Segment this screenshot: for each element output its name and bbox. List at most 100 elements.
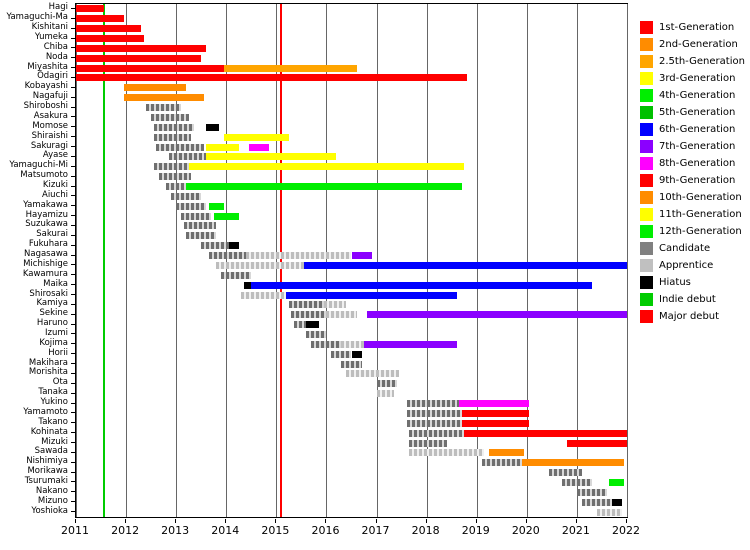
timeline-bar: [346, 370, 400, 378]
8th-generation-swatch: [640, 157, 653, 170]
timeline-bar: [176, 202, 207, 210]
legend-label: 2nd-Generation: [659, 39, 738, 50]
timeline-bar: [213, 212, 239, 220]
row-label: Tsurumaki: [24, 475, 68, 486]
y-axis-tick: [71, 47, 75, 49]
timeline-bar: [208, 252, 247, 260]
x-axis-tick: [575, 519, 577, 523]
2nd-generation-swatch: [640, 38, 653, 51]
x-axis-tick-label: 2014: [211, 524, 240, 537]
row-label: Izumi: [45, 327, 68, 338]
5th-generation-swatch: [640, 106, 653, 119]
timeline-bar: [76, 35, 144, 43]
timeline-bar: [489, 449, 525, 457]
row-label: Shiroboshi: [23, 101, 68, 112]
y-axis-tick: [71, 76, 75, 78]
row-label: Asakura: [33, 110, 68, 121]
timeline-bar: [216, 261, 304, 269]
x-axis-tick-label: 2017: [361, 524, 390, 537]
legend-label: 5th-Generation: [659, 107, 736, 118]
legend-item: Major debut: [640, 310, 745, 323]
y-axis-tick: [71, 126, 75, 128]
row-label: Kamiya: [36, 298, 68, 309]
row-label: Maika: [43, 278, 68, 289]
y-axis-tick: [71, 471, 75, 473]
row-label: Yamakawa: [23, 199, 68, 210]
row-label: Chiba: [43, 41, 68, 52]
row-label: Shirosaki: [29, 288, 68, 299]
timeline-bar: [156, 143, 204, 151]
12th-generation-swatch: [640, 225, 653, 238]
timeline-bar: [168, 153, 207, 161]
timeline-bar: [76, 25, 142, 33]
row-label: Noda: [45, 51, 68, 62]
y-axis-tick: [71, 106, 75, 108]
legend-label: 8th-Generation: [659, 158, 736, 169]
row-label: Sakuragi: [30, 140, 68, 151]
timeline-bar: [303, 261, 627, 269]
timeline-bar: [206, 153, 337, 161]
timeline-bar: [291, 311, 327, 319]
timeline-bar: [166, 183, 187, 190]
y-axis-tick: [71, 461, 75, 463]
x-axis-tick-label: 2016: [311, 524, 340, 537]
row-label: Nishimiya: [26, 456, 68, 467]
legend-item: 9th-Generation: [640, 174, 745, 187]
row-label: Kohinata: [30, 426, 68, 437]
timeline-bar: [151, 113, 189, 121]
y-axis-tick: [71, 313, 75, 315]
timeline-bar: [153, 163, 189, 171]
y-axis-tick: [71, 254, 75, 256]
10th-generation-swatch: [640, 191, 653, 204]
timeline-bar: [331, 350, 352, 358]
row-label: Ota: [52, 377, 68, 388]
timeline-bar: [464, 429, 627, 437]
row-label: Horii: [48, 347, 68, 358]
timeline-bar: [181, 212, 212, 220]
y-axis-tick: [71, 392, 75, 394]
timeline-bar: [186, 232, 217, 240]
row-label: Sekine: [39, 308, 68, 319]
y-axis-tick: [71, 146, 75, 148]
y-axis-tick: [71, 195, 75, 197]
candidate-swatch: [640, 242, 653, 255]
legend-item: 7th-Generation: [640, 140, 745, 153]
x-axis-tick: [626, 519, 627, 523]
x-axis-tick-label: 2018: [411, 524, 440, 537]
plot-area: [75, 3, 628, 518]
x-axis-tick-label: 2015: [261, 524, 290, 537]
timeline-bar: [206, 123, 219, 131]
row-label: Yumeka: [34, 32, 68, 43]
timeline-bar: [153, 123, 194, 131]
y-axis-tick: [71, 451, 75, 453]
y-axis-tick: [71, 432, 75, 434]
timeline-bar: [183, 222, 217, 230]
timeline-bar: [201, 242, 229, 250]
legend-label: Indie debut: [659, 294, 716, 305]
row-label: Kobayashi: [24, 81, 68, 92]
legend-item: 12th-Generation: [640, 225, 745, 238]
timeline-bar: [171, 192, 202, 200]
row-label: Haruno: [36, 318, 68, 329]
y-axis-tick: [71, 27, 75, 29]
7th-generation-swatch: [640, 140, 653, 153]
x-axis-tick-label: 2011: [61, 524, 89, 537]
row-label: Ayase: [42, 150, 68, 161]
row-label: Morishita: [28, 367, 68, 378]
timeline-bar: [406, 400, 460, 408]
y-axis-tick: [71, 363, 75, 365]
legend-item: 5th-Generation: [640, 106, 745, 119]
y-axis-tick: [71, 353, 75, 355]
y-axis-tick: [71, 412, 75, 414]
legend-item: 8th-Generation: [640, 157, 745, 170]
x-axis-tick: [425, 519, 427, 523]
x-axis-tick: [75, 519, 76, 523]
legend-item: 1st-Generation: [640, 21, 745, 34]
timeline-bar: [123, 94, 204, 102]
y-axis-tick: [71, 205, 75, 207]
timeline-bar: [76, 54, 202, 62]
timeline-bar: [341, 340, 364, 348]
9th-generation-swatch: [640, 174, 653, 187]
timeline-bar: [406, 409, 462, 417]
